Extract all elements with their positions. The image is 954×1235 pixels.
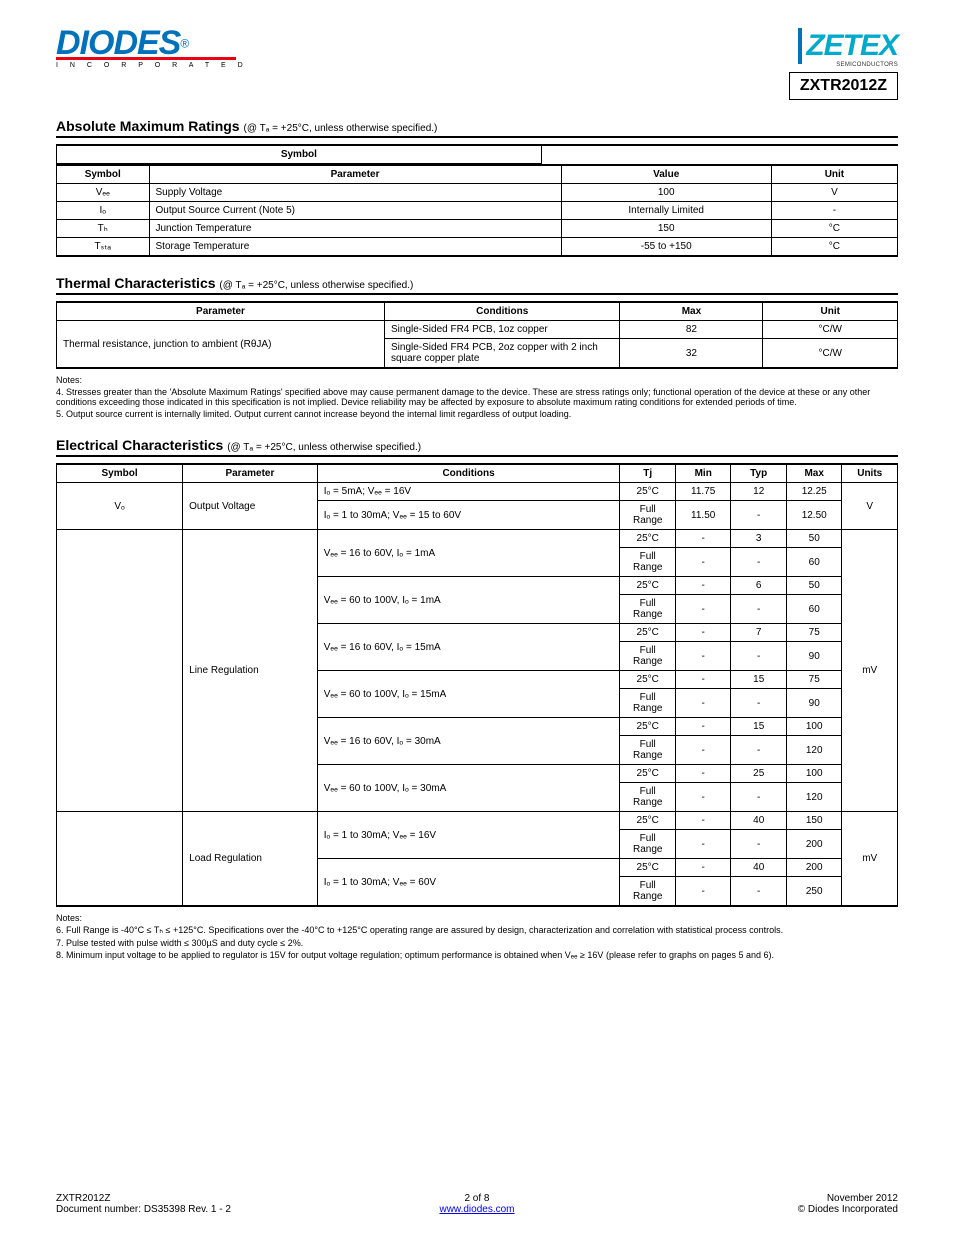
table-row: Load Regulation Iₒ = 1 to 30mA; Vₑₑ = 16… (57, 812, 898, 830)
th: Max (786, 464, 842, 483)
section-title-elec: Electrical Characteristics (@ Tₐ = +25°C… (56, 437, 898, 453)
rule (56, 293, 898, 295)
footer-doc: Document number: DS35398 Rev. 1 - 2 (56, 1204, 334, 1215)
note-label: Notes: (56, 375, 898, 385)
note-6: 6. Full Range is -40°C ≤ Tₕ ≤ +125°C. Sp… (56, 925, 898, 936)
th-value: Value (561, 165, 771, 184)
footer-page: 2 of 8 (338, 1193, 616, 1204)
diodes-logo: DIODES® I N C O R P O R A T E D (56, 28, 248, 69)
reg-mark: ® (180, 37, 189, 51)
section-title-amr: Absolute Maximum Ratings (@ Tₐ = +25°C, … (56, 118, 898, 134)
table-row: VₑₑSupply Voltage100V (57, 184, 898, 202)
footer-center: 2 of 8 www.diodes.com (338, 1193, 616, 1215)
th: Tj (620, 464, 676, 483)
footer-part: ZXTR2012Z (56, 1193, 334, 1204)
note-4: 4. Stresses greater than the 'Absolute M… (56, 387, 898, 407)
zetex-logo: ZETEX (789, 28, 898, 64)
footer-left: ZXTR2012Z Document number: DS35398 Rev. … (56, 1193, 334, 1215)
table-thermal: Parameter Conditions Max Unit Thermal re… (56, 301, 898, 369)
footer-copyright: © Diodes Incorporated (620, 1204, 898, 1215)
table-row: IₒOutput Source Current (Note 5)Internal… (57, 202, 898, 220)
th: Symbol (57, 145, 542, 164)
footer-right: November 2012 © Diodes Incorporated (620, 1193, 898, 1215)
table-row: TₕJunction Temperature150°C (57, 220, 898, 238)
note-7: 7. Pulse tested with pulse width ≤ 300µS… (56, 938, 898, 948)
table-elec: Symbol Parameter Conditions Tj Min Typ M… (56, 463, 898, 907)
th: Unit (763, 302, 898, 321)
zetex-word: ZETEX (806, 29, 898, 63)
th: Parameter (183, 464, 318, 483)
footer: ZXTR2012Z Document number: DS35398 Rev. … (56, 1193, 898, 1215)
rule (56, 136, 898, 138)
th: Parameter (57, 302, 385, 321)
table-amr-body: Symbol Parameter Value Unit VₑₑSupply Vo… (56, 164, 898, 257)
th: Conditions (384, 302, 619, 321)
zetex-subtitle: SEMICONDUCTORS (789, 62, 898, 68)
section-title-thermal: Thermal Characteristics (@ Tₐ = +25°C, u… (56, 275, 898, 291)
cell-param: Thermal resistance, junction to ambient … (57, 321, 385, 369)
part-number: ZXTR2012Z (789, 72, 898, 100)
th: Units (842, 464, 898, 483)
table-row: Line Regulation Vₑₑ = 16 to 60V, Iₒ = 1m… (57, 530, 898, 548)
page: DIODES® I N C O R P O R A T E D ZETEX SE… (0, 0, 954, 1235)
note-5: 5. Output source current is internally l… (56, 409, 898, 419)
th: Min (675, 464, 731, 483)
note-label: Notes: (56, 913, 898, 923)
table-row: Thermal resistance, junction to ambient … (57, 321, 898, 339)
header: DIODES® I N C O R P O R A T E D ZETEX SE… (56, 28, 898, 100)
diodes-inc: I N C O R P O R A T E D (56, 62, 248, 69)
table-amr: Symbol Parameter (56, 144, 898, 164)
th-symbol: Symbol (57, 165, 150, 184)
th-param: Parameter (149, 165, 561, 184)
zetex-bar-icon (798, 28, 802, 64)
table-row: TₛₜₐStorage Temperature-55 to +150°C (57, 238, 898, 257)
th: Typ (731, 464, 787, 483)
footer-link[interactable]: www.diodes.com (439, 1204, 514, 1215)
th: Conditions (317, 464, 620, 483)
footer-date: November 2012 (620, 1193, 898, 1204)
rule (56, 455, 898, 457)
th: Symbol (57, 464, 183, 483)
th: Max (620, 302, 763, 321)
th-unit: Unit (771, 165, 897, 184)
note-8: 8. Minimum input voltage to be applied t… (56, 950, 898, 960)
zetex-block: ZETEX SEMICONDUCTORS ZXTR2012Z (789, 28, 898, 100)
diodes-underline (56, 57, 236, 60)
table-row: Vₒ Output Voltage Iₒ = 5mA; Vₑₑ = 16V 25… (57, 483, 898, 501)
